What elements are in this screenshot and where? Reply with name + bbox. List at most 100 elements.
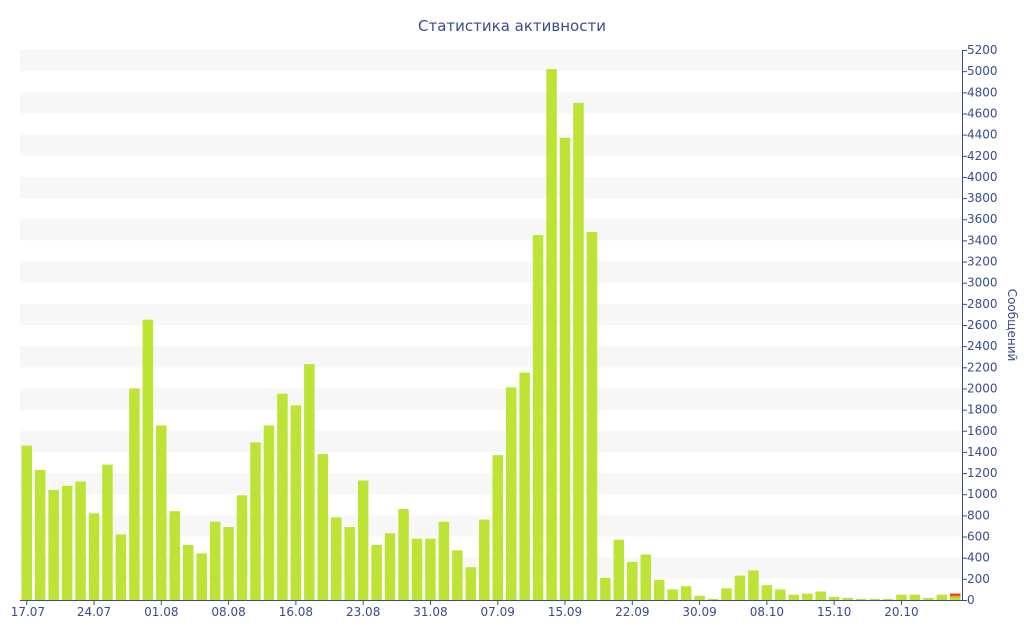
y-tick-label: 3400 xyxy=(967,233,998,247)
bar xyxy=(640,554,652,600)
bar xyxy=(223,527,234,600)
bar xyxy=(667,589,678,600)
bar xyxy=(734,575,746,600)
bar xyxy=(304,364,315,600)
bar xyxy=(384,533,396,600)
bar xyxy=(398,509,409,600)
grid-band xyxy=(20,219,962,241)
y-tick-label: 600 xyxy=(967,530,990,544)
bar xyxy=(721,588,732,600)
x-tick-label: 23.08 xyxy=(346,605,380,619)
x-tick-label: 24.07 xyxy=(77,605,111,619)
bar xyxy=(775,589,786,600)
x-tick-label: 31.08 xyxy=(413,605,447,619)
bars xyxy=(21,69,961,601)
bar xyxy=(21,445,32,600)
bar xyxy=(815,591,826,600)
x-tick-label: 08.10 xyxy=(750,605,784,619)
bar xyxy=(882,598,894,600)
grid-band xyxy=(20,176,962,199)
bar xyxy=(936,594,948,600)
x-tick-label: 07.09 xyxy=(481,605,515,619)
bar xyxy=(88,513,100,600)
bar xyxy=(317,454,329,600)
y-tick-label: 200 xyxy=(967,572,990,586)
grid-band xyxy=(20,92,962,114)
y-tick-label: 4600 xyxy=(967,106,998,120)
bar xyxy=(909,594,921,600)
x-tick-label: 08.08 xyxy=(211,605,245,619)
bar xyxy=(842,597,853,600)
x-tick-label: 16.08 xyxy=(279,605,313,619)
grid-band xyxy=(20,388,962,410)
bar xyxy=(653,579,665,600)
chart-title: Статистика активности xyxy=(418,17,606,35)
bar xyxy=(290,405,302,600)
x-tick-label: 30.09 xyxy=(682,605,716,619)
y-tick-label: 4800 xyxy=(967,85,998,99)
y-tick-label: 5200 xyxy=(967,43,998,57)
y-tick-label: 800 xyxy=(967,508,990,522)
y-tick-label: 2800 xyxy=(967,297,998,311)
bar xyxy=(48,490,59,600)
y-tick-label: 3000 xyxy=(967,276,998,290)
bar-segment-orange xyxy=(950,595,961,598)
bar xyxy=(465,567,477,600)
bar xyxy=(196,553,207,600)
y-tick-label: 1600 xyxy=(967,424,998,438)
x-tick-label: 22.09 xyxy=(615,605,649,619)
bar xyxy=(896,594,907,600)
grid-band xyxy=(20,346,962,368)
y-tick-label: 1800 xyxy=(967,403,998,417)
x-axis-ticks: 17.07 24.07 01.08 08.08 16.08 23.08 31.08 07.09… xyxy=(11,600,919,619)
y-tick-label: 4000 xyxy=(967,170,998,184)
bar xyxy=(519,372,530,600)
grid-band xyxy=(20,261,962,283)
bar xyxy=(600,577,611,600)
y-tick-label: 400 xyxy=(967,551,990,565)
y-tick-label: 3600 xyxy=(967,212,998,226)
bar xyxy=(425,538,436,600)
y-tick-label: 1200 xyxy=(967,466,998,480)
bar xyxy=(532,235,544,600)
bar xyxy=(263,425,275,600)
bar xyxy=(761,585,773,600)
y-tick-label: 2400 xyxy=(967,339,998,353)
bar-segment-red xyxy=(950,593,961,596)
x-tick-label: 01.08 xyxy=(144,605,178,619)
y-tick-label: 2200 xyxy=(967,360,998,374)
bar xyxy=(142,319,154,600)
bar xyxy=(344,527,355,600)
bar xyxy=(479,519,490,600)
bar xyxy=(627,561,638,600)
grid-band xyxy=(20,134,962,156)
bar xyxy=(209,521,221,600)
bar xyxy=(357,480,369,600)
bar xyxy=(869,598,880,600)
bar xyxy=(788,594,800,600)
y-tick-label: 3800 xyxy=(967,191,998,205)
bar xyxy=(801,593,813,600)
bar xyxy=(250,442,261,600)
x-tick-label: 17.07 xyxy=(11,605,45,619)
bar xyxy=(573,102,584,600)
y-tick-label: 1000 xyxy=(967,487,998,501)
y-tick-label: 0 xyxy=(967,593,975,607)
bar xyxy=(923,597,934,600)
y-axis-ticks: 0 200 400 600 800 1000 1200 1400 1600 1800 2000 220… xyxy=(962,43,998,607)
bar xyxy=(236,495,248,600)
bar xyxy=(75,481,86,600)
y-tick-label: 2600 xyxy=(967,318,998,332)
bar xyxy=(694,595,705,600)
bar xyxy=(586,231,598,600)
bar xyxy=(102,464,113,600)
bar xyxy=(438,521,450,600)
bar xyxy=(182,545,194,600)
y-tick-label: 2000 xyxy=(967,381,998,395)
bar xyxy=(828,596,840,600)
bar xyxy=(492,455,503,600)
bar xyxy=(452,550,463,600)
bar xyxy=(169,511,181,600)
bar xyxy=(559,137,571,601)
